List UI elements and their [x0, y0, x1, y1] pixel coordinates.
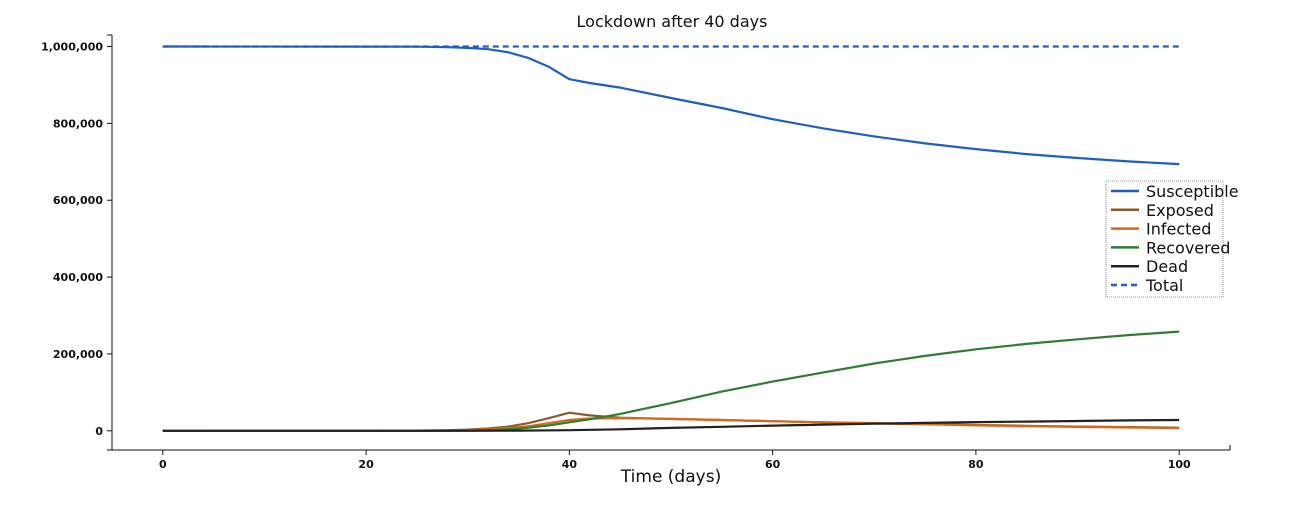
x-tick-label: 0	[159, 458, 167, 471]
chart-title: Lockdown after 40 days	[577, 12, 768, 31]
x-tick-label: 60	[765, 458, 781, 471]
series-line-susceptible	[163, 47, 1179, 165]
x-tick-label: 100	[1168, 458, 1191, 471]
x-tick-label: 80	[968, 458, 984, 471]
y-tick-label: 400,000	[53, 271, 103, 284]
legend-label-dead: Dead	[1146, 257, 1188, 276]
x-tick-label: 20	[358, 458, 374, 471]
y-tick-label: 1,000,000	[41, 41, 103, 54]
legend: SusceptibleExposedInfectedRecoveredDeadT…	[1106, 181, 1239, 297]
series-lines	[163, 47, 1179, 431]
y-ticks: 0 200,000 400,000 600,000 800,000 1,000,000	[41, 35, 112, 450]
y-tick-label: 200,000	[53, 348, 103, 361]
y-tick-label: 800,000	[53, 117, 103, 130]
legend-label-susceptible: Susceptible	[1146, 182, 1239, 201]
legend-label-total: Total	[1145, 276, 1183, 295]
legend-label-infected: Infected	[1146, 220, 1211, 239]
legend-label-recovered: Recovered	[1146, 238, 1230, 257]
axes: 0 200,000 400,000 600,000 800,000 1,000,000 0…	[41, 35, 1230, 471]
series-line-recovered	[163, 332, 1179, 431]
legend-label-exposed: Exposed	[1146, 201, 1214, 220]
y-tick-label: 0	[95, 425, 103, 438]
y-tick-label: 600,000	[53, 194, 103, 207]
x-axis-label: Time (days)	[620, 467, 721, 487]
x-tick-label: 40	[562, 458, 578, 471]
